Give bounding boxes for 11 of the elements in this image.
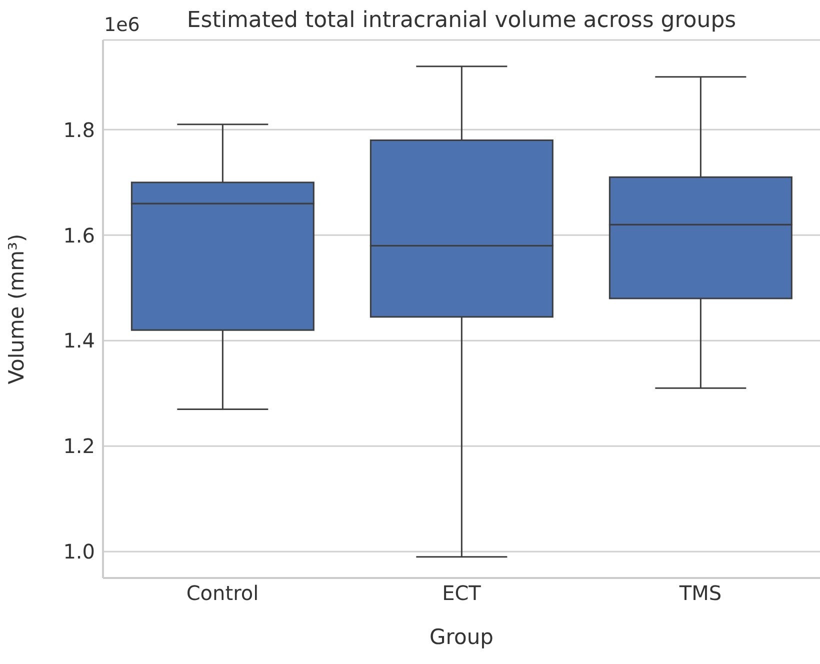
y-tick-label: 1.8 bbox=[63, 118, 95, 142]
y-tick-label: 1.6 bbox=[63, 223, 95, 248]
x-tick-label: TMS bbox=[678, 581, 722, 606]
chart-title: Estimated total intracranial volume across groups bbox=[186, 8, 736, 33]
y-tick-label: 1.0 bbox=[63, 540, 95, 564]
y-tick-label: 1.2 bbox=[63, 434, 95, 458]
text: 1e6 bbox=[104, 14, 140, 36]
y-tick-label: 1.4 bbox=[63, 328, 95, 353]
x-axis-title: Group bbox=[430, 625, 494, 649]
x-tick-label: ECT bbox=[442, 581, 482, 606]
x-tick-label: Control bbox=[186, 581, 259, 606]
